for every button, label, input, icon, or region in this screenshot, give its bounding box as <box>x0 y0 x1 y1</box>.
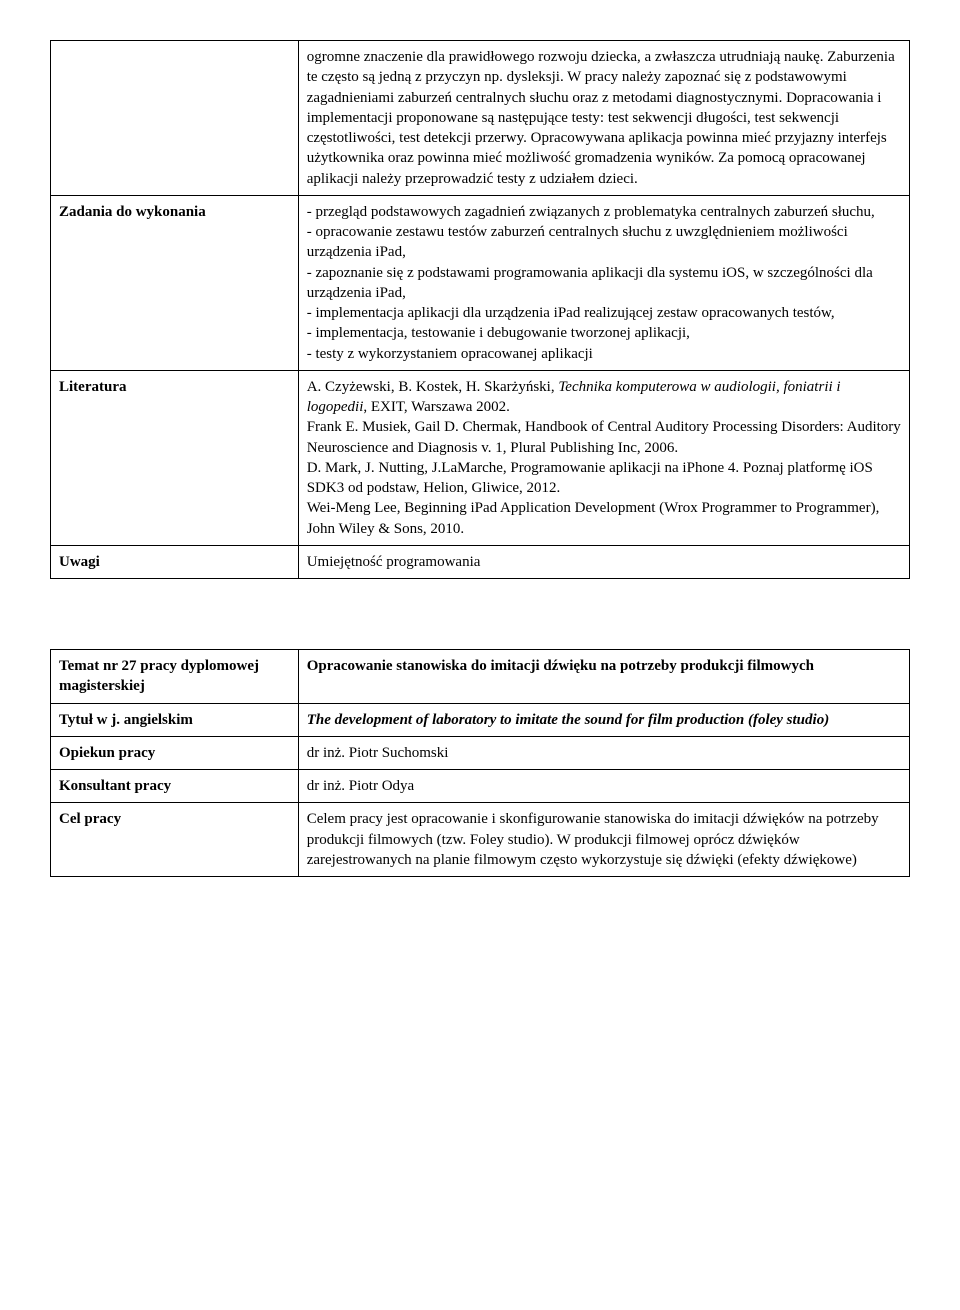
row-label: Opiekun pracy <box>51 736 299 769</box>
row-content: dr inż. Piotr Odya <box>298 770 909 803</box>
row-label: Temat nr 27 pracy dyplomowej magisterski… <box>51 650 299 704</box>
row-content: Celem pracy jest opracowanie i skonfigur… <box>298 803 909 877</box>
lit-text: Frank E. Musiek, Gail D. Chermak, Handbo… <box>307 419 901 455</box>
row-content: dr inż. Piotr Suchomski <box>298 736 909 769</box>
table-row: Cel pracy Celem pracy jest opracowanie i… <box>51 803 910 877</box>
lit-text: Wei-Meng Lee, Beginning iPad Application… <box>307 500 880 536</box>
row-label: Tytuł w j. angielskim <box>51 703 299 736</box>
row-label: Literatura <box>51 370 299 545</box>
row-content: Umiejętność programowania <box>298 545 909 578</box>
row-label: Uwagi <box>51 545 299 578</box>
spacer <box>50 579 910 649</box>
row-content: Opracowanie stanowiska do imitacji dźwię… <box>298 650 909 704</box>
table-1: ogromne znaczenie dla prawidłowego rozwo… <box>50 40 910 579</box>
table-row: Zadania do wykonania - przegląd podstawo… <box>51 195 910 370</box>
table-row: Literatura A. Czyżewski, B. Kostek, H. S… <box>51 370 910 545</box>
row-label <box>51 41 299 196</box>
table-row: Konsultant pracy dr inż. Piotr Odya <box>51 770 910 803</box>
row-content: ogromne znaczenie dla prawidłowego rozwo… <box>298 41 909 196</box>
lit-text: , EXIT, Warszawa 2002. <box>363 399 510 415</box>
lit-text: D. Mark, J. Nutting, J.LaMarche, Program… <box>307 460 873 496</box>
table-row: Temat nr 27 pracy dyplomowej magisterski… <box>51 650 910 704</box>
lit-text: A. Czyżewski, B. Kostek, H. Skarżyński, <box>307 379 559 395</box>
row-content: The development of laboratory to imitate… <box>298 703 909 736</box>
row-content: - przegląd podstawowych zagadnień związa… <box>298 195 909 370</box>
row-label: Zadania do wykonania <box>51 195 299 370</box>
table-row: Tytuł w j. angielskim The development of… <box>51 703 910 736</box>
row-label: Cel pracy <box>51 803 299 877</box>
table-row: Opiekun pracy dr inż. Piotr Suchomski <box>51 736 910 769</box>
row-content: A. Czyżewski, B. Kostek, H. Skarżyński, … <box>298 370 909 545</box>
table-2: Temat nr 27 pracy dyplomowej magisterski… <box>50 649 910 877</box>
table-row: Uwagi Umiejętność programowania <box>51 545 910 578</box>
table-row: ogromne znaczenie dla prawidłowego rozwo… <box>51 41 910 196</box>
row-label: Konsultant pracy <box>51 770 299 803</box>
